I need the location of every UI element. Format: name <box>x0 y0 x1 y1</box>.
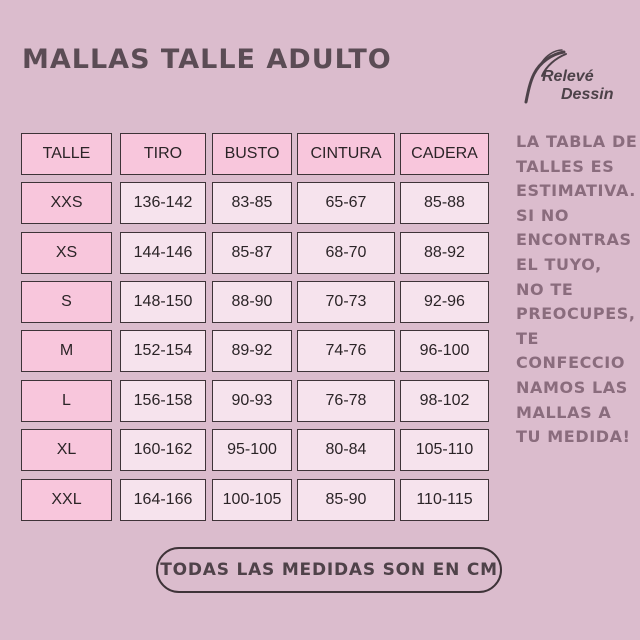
logo-line-1: Relevé <box>542 68 594 85</box>
side-note: LA TABLA DE TALLES ES ESTIMATIVA. SI NO ENCO… <box>516 130 638 450</box>
table-cell: 74-76 <box>297 330 395 372</box>
table-cell: 98-102 <box>400 380 489 422</box>
table-cell: 88-90 <box>212 281 292 323</box>
table-cell: 76-78 <box>297 380 395 422</box>
units-note-pill: TODAS LAS MEDIDAS SON EN CM <box>156 547 502 593</box>
size-label-cell: XL <box>21 429 112 471</box>
table-cell: 96-100 <box>400 330 489 372</box>
side-note-line: NAMOS LAS <box>516 377 628 397</box>
table-header-cell: BUSTO <box>212 133 292 175</box>
table-cell: 88-92 <box>400 232 489 274</box>
size-label-cell: XXL <box>21 479 112 521</box>
table-cell: 100-105 <box>212 479 292 521</box>
size-label-cell: S <box>21 281 112 323</box>
logo-line-2: Dessin <box>561 86 614 103</box>
size-label-cell: M <box>21 330 112 372</box>
table-cell: 68-70 <box>297 232 395 274</box>
side-note-line: LA TABLA DE <box>516 132 638 151</box>
side-note-line: MALLAS A <box>516 402 612 422</box>
side-note-line: EL TUYO, <box>516 254 602 274</box>
table-cell: 70-73 <box>297 281 395 323</box>
side-note-line: NO TE <box>516 279 574 299</box>
table-cell: 136-142 <box>120 182 206 224</box>
table-cell: 85-88 <box>400 182 489 224</box>
table-cell: 95-100 <box>212 429 292 471</box>
table-header-cell: CINTURA <box>297 133 395 175</box>
feather-icon <box>524 49 567 104</box>
table-cell: 105-110 <box>400 429 489 471</box>
table-cell: 144-146 <box>120 232 206 274</box>
table-cell: 80-84 <box>297 429 395 471</box>
side-note-line: CONFECCIO <box>516 353 626 373</box>
page-title: MALLAS TALLE ADULTO <box>22 44 392 75</box>
side-note-line: PREOCUPES, <box>516 304 636 324</box>
side-note-line: TALLES ES <box>516 156 615 176</box>
table-header-cell: CADERA <box>400 133 489 175</box>
size-label-cell: L <box>21 380 112 422</box>
side-note-line: TU MEDIDA! <box>516 427 631 447</box>
table-cell: 110-115 <box>400 479 489 521</box>
table-cell: 164-166 <box>120 479 206 521</box>
size-label-cell: XXS <box>21 182 112 224</box>
side-note-line: SI NO <box>516 205 570 225</box>
table-cell: 89-92 <box>212 330 292 372</box>
size-label-cell: XS <box>21 232 112 274</box>
table-cell: 83-85 <box>212 182 292 224</box>
table-cell: 156-158 <box>120 380 206 422</box>
brand-logo: Relevé Dessin <box>512 48 624 110</box>
table-cell: 152-154 <box>120 330 206 372</box>
side-note-line: ESTIMATIVA. <box>516 181 636 201</box>
table-cell: 85-87 <box>212 232 292 274</box>
table-header-cell: TIRO <box>120 133 206 175</box>
table-cell: 160-162 <box>120 429 206 471</box>
table-cell: 85-90 <box>297 479 395 521</box>
side-note-line: ENCONTRAS <box>516 230 632 250</box>
table-cell: 92-96 <box>400 281 489 323</box>
table-header-cell: TALLE <box>21 133 112 175</box>
side-note-line: TE <box>516 328 540 348</box>
table-cell: 90-93 <box>212 380 292 422</box>
table-cell: 148-150 <box>120 281 206 323</box>
table-cell: 65-67 <box>297 182 395 224</box>
